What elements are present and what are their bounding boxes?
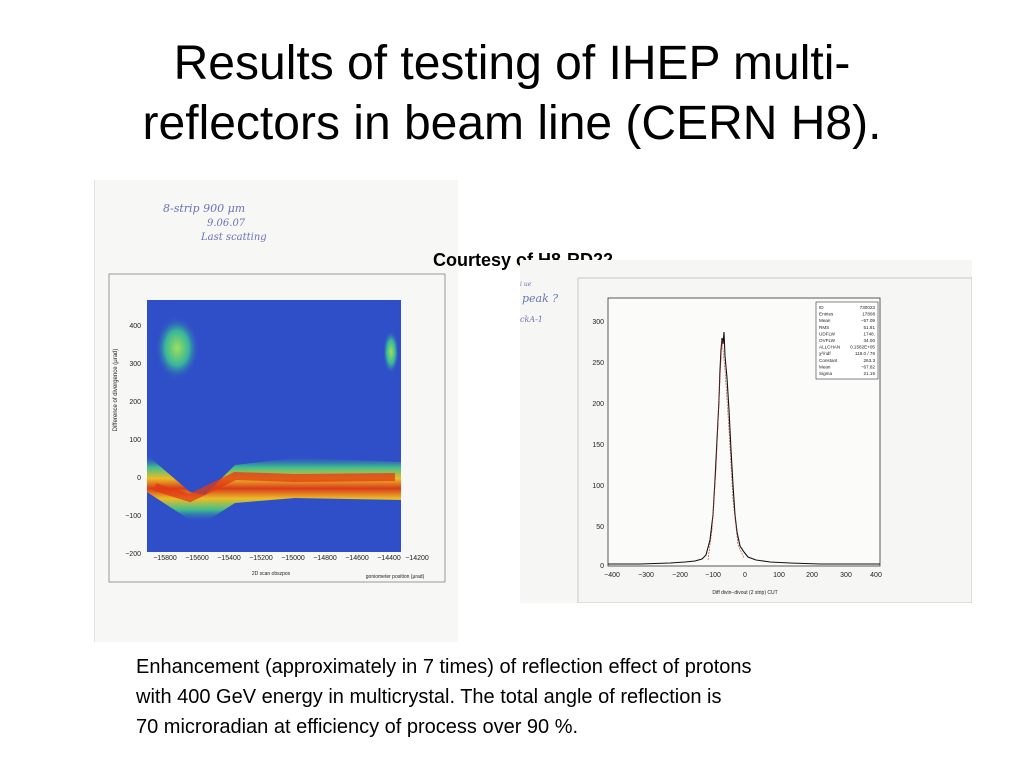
stats-value: 730023: [860, 305, 876, 310]
x-tick: −400: [604, 572, 620, 579]
stats-value: −67.82: [861, 364, 876, 369]
stats-key: Sigma: [819, 371, 832, 376]
y-tick: 400: [129, 323, 141, 330]
left-plot-xlabel-right: goniometer position (μrad): [366, 574, 425, 580]
y-tick: 150: [592, 442, 604, 449]
x-tick: −14400: [377, 555, 401, 562]
x-tick: −15800: [153, 555, 177, 562]
x-tick: −200: [672, 572, 688, 579]
x-tick: −14800: [313, 555, 337, 562]
stats-value: 118.0 / 76: [855, 351, 876, 356]
note-line-2: 9.06.07: [207, 218, 246, 229]
y-tick: 50: [596, 524, 604, 531]
stats-key: OVFLW: [819, 338, 836, 343]
scan-left-photo: 8-strip 900 μm 9.06.07 Last scatting Dif…: [94, 180, 458, 642]
x-tick: −15600: [185, 555, 209, 562]
stats-value: −57.09: [861, 318, 876, 323]
caption-line-2: with 400 GeV energy in multicrystal. The…: [136, 686, 722, 708]
x-tick: −14600: [345, 555, 369, 562]
stats-key: Entries: [819, 312, 834, 317]
x-tick: 400: [870, 572, 882, 579]
slide-caption: Enhancement (approximately in 7 times) o…: [136, 652, 936, 742]
stats-value: 21.15: [864, 371, 876, 376]
y-tick: 250: [592, 360, 604, 367]
left-plot-ylabel: Difference of divergence (μrad): [113, 349, 119, 432]
y-tick: 200: [129, 399, 141, 406]
stats-key: Mean: [819, 318, 831, 323]
heatmap-blob-right: [383, 330, 399, 374]
stats-box: [815, 301, 879, 380]
note-line-1: 8-strip 900 μm: [163, 202, 245, 215]
stats-key: UDFLW: [819, 331, 836, 336]
right-plot-xlabel: Diff divin−divout (2 strip) CUT: [712, 590, 777, 596]
stats-value: 0.1582E+05: [850, 345, 875, 350]
heatmap-blob-left: [155, 316, 199, 380]
caption-line-1: Enhancement (approximately in 7 times) o…: [136, 656, 752, 678]
stats-rows: ID 730023 Entries 17808 Mean −57.09 RMS 51.81 UD…: [819, 305, 875, 376]
stats-value: 263.3: [864, 358, 876, 363]
scan-right-photo: i ue peak ? ckA-1 300 250 200 150 100 50…: [520, 260, 972, 603]
stats-key: ALLCHAN: [819, 345, 840, 350]
note-mid: ckA-1: [520, 315, 543, 324]
x-tick: −14200: [405, 555, 429, 562]
scan-left-figure: 8-strip 900 μm 9.06.07 Last scatting Dif…: [108, 202, 446, 583]
x-tick: −100: [705, 572, 721, 579]
stats-key: ID: [819, 305, 824, 310]
note-top: i ue: [520, 281, 532, 288]
y-tick: 0: [137, 475, 141, 482]
plot-frame: [108, 273, 446, 583]
note-line-3: Last scatting: [200, 232, 267, 243]
scan-right-figure: i ue peak ? ckA-1 300 250 200 150 100 50…: [520, 277, 972, 603]
x-tick: −300: [638, 572, 654, 579]
heatmap-band-core: [153, 471, 396, 503]
left-plot-xlabel-left: 2D scan obszpos: [252, 571, 291, 577]
stats-value: 51.81: [864, 325, 876, 330]
stats-value: 34.00: [864, 338, 876, 343]
y-tick: −100: [125, 513, 141, 520]
fit-curve: [707, 339, 745, 561]
stats-key: χ²/ndf: [819, 351, 831, 356]
x-tick: 0: [743, 572, 747, 579]
histogram-frame: [577, 277, 972, 603]
heatmap-band: [147, 455, 401, 522]
y-tick: 100: [592, 483, 604, 490]
caption-line-3: 70 microradian at efficiency of process …: [136, 716, 579, 738]
y-tick: 300: [129, 361, 141, 368]
y-tick: −200: [125, 551, 141, 558]
slide-title-line-2: reflectors in beam line (CERN H8).: [142, 97, 882, 150]
stats-key: Mean: [819, 364, 831, 369]
x-tick: −15200: [249, 555, 273, 562]
x-tick: −15000: [281, 555, 305, 562]
histogram-line: [608, 331, 880, 565]
x-tick: 100: [773, 572, 785, 579]
stats-value: 1748.: [864, 331, 876, 336]
x-tick: 200: [806, 572, 818, 579]
x-tick: 300: [840, 572, 852, 579]
stats-key: Constant: [819, 358, 838, 363]
y-tick: 0: [600, 563, 604, 570]
slide-title: Results of testing of IHEP multi- reflec…: [0, 34, 1024, 154]
stats-key: RMS: [819, 325, 829, 330]
x-tick: −15400: [217, 555, 241, 562]
y-tick: 200: [592, 401, 604, 408]
slide-title-line-1: Results of testing of IHEP multi-: [173, 37, 851, 90]
stats-value: 17808: [862, 312, 875, 317]
y-tick: 100: [129, 437, 141, 444]
y-tick: 300: [592, 319, 604, 326]
note-peak: peak ?: [522, 292, 558, 305]
